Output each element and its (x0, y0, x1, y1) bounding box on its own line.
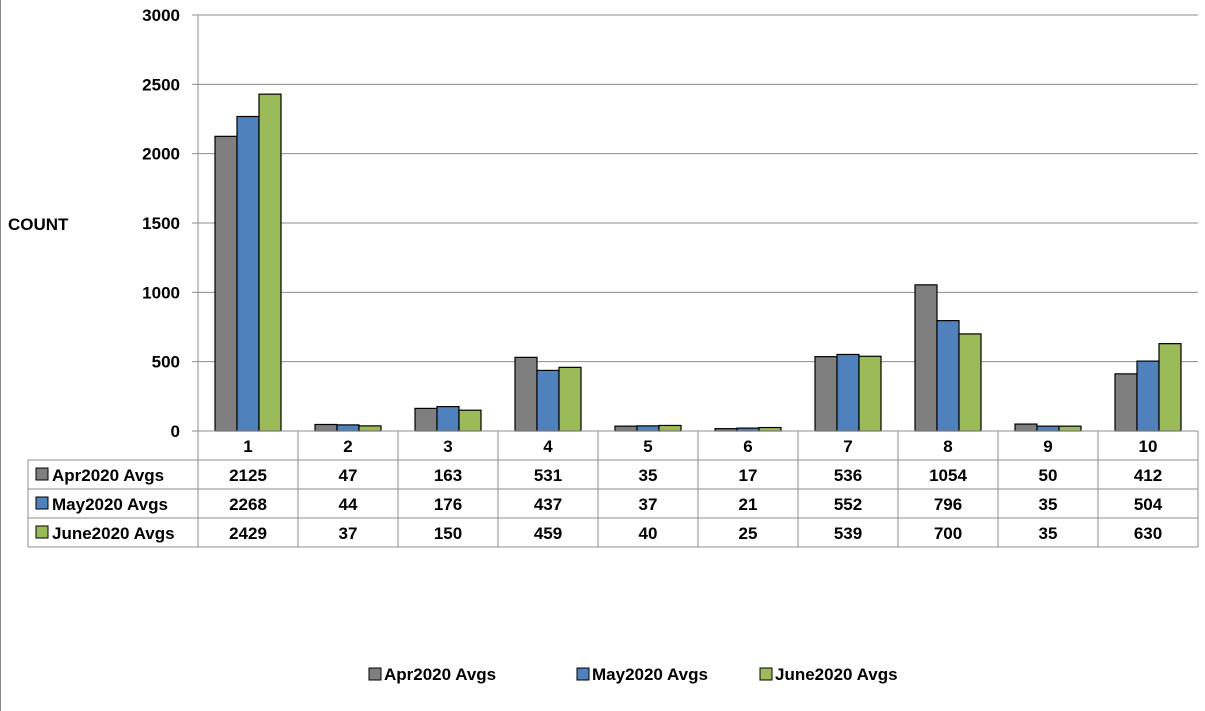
table-cell-value: 459 (534, 524, 562, 543)
bar-apr2020-avgs-cat-1 (214, 135, 238, 432)
table-cell-value: 1054 (929, 466, 967, 485)
table-cell-value: 2268 (229, 495, 267, 514)
x-category-label: 3 (443, 437, 452, 456)
x-category-label: 10 (1139, 437, 1158, 456)
bar-apr2020-avgs-cat-3 (414, 407, 438, 432)
bar-may2020-avgs-cat-5 (636, 425, 660, 432)
x-category-label: 8 (943, 437, 952, 456)
y-tick-label: 1000 (142, 283, 180, 302)
bar-may2020-avgs-cat-1 (236, 115, 260, 432)
x-category-label: 2 (343, 437, 352, 456)
y-axis-label: COUNT (8, 215, 69, 234)
table-row-label: May2020 Avgs (52, 495, 168, 514)
table-cell-value: 37 (339, 524, 358, 543)
table-cell-value: 47 (339, 466, 358, 485)
x-category-label: 5 (643, 437, 652, 456)
table-cell-value: 536 (834, 466, 862, 485)
bar-june2020-avgs-cat-1 (258, 93, 282, 432)
bar-apr2020-avgs-cat-2 (314, 423, 338, 432)
legend-label: Apr2020 Avgs (384, 665, 496, 684)
table-legend-key (35, 525, 49, 539)
bar-may2020-avgs-cat-9 (1036, 425, 1060, 432)
table-cell-value: 630 (1134, 524, 1162, 543)
legend-key (368, 667, 382, 681)
bar-june2020-avgs-cat-3 (458, 409, 482, 432)
table-cell-value: 437 (534, 495, 562, 514)
y-tick-label: 2500 (142, 75, 180, 94)
table-cell-value: 40 (639, 524, 658, 543)
bar-apr2020-avgs-cat-10 (1114, 373, 1138, 432)
bar-may2020-avgs-cat-4 (536, 369, 560, 432)
table-cell-value: 531 (534, 466, 562, 485)
y-tick-label: 0 (171, 422, 180, 441)
table-cell-value: 504 (1134, 495, 1163, 514)
bar-june2020-avgs-cat-4 (558, 366, 582, 432)
bar-may2020-avgs-cat-10 (1136, 360, 1160, 432)
table-cell-value: 50 (1039, 466, 1058, 485)
bar-june2020-avgs-cat-10 (1158, 343, 1182, 432)
table-cell-value: 539 (834, 524, 862, 543)
x-category-label: 6 (743, 437, 752, 456)
chart-frame-border (0, 0, 1, 711)
bar-apr2020-avgs-cat-7 (814, 356, 838, 432)
bar-june2020-avgs-cat-5 (658, 424, 682, 432)
legend-key (759, 667, 773, 681)
bar-apr2020-avgs-cat-4 (514, 356, 538, 432)
y-tick-label: 2000 (142, 145, 180, 164)
table-cell-value: 2429 (229, 524, 267, 543)
bar-may2020-avgs-cat-3 (436, 405, 460, 432)
table-row-label: June2020 Avgs (52, 524, 175, 543)
bar-may2020-avgs-cat-2 (336, 424, 360, 432)
legend-label: June2020 Avgs (775, 665, 898, 684)
x-category-label: 9 (1043, 437, 1052, 456)
table-cell-value: 700 (934, 524, 962, 543)
bar-june2020-avgs-cat-7 (858, 355, 882, 432)
table-legend-key (35, 467, 49, 481)
bar-june2020-avgs-cat-8 (958, 333, 982, 432)
table-cell-value: 21 (739, 495, 758, 514)
table-cell-value: 35 (1039, 495, 1058, 514)
legend-label: May2020 Avgs (592, 665, 708, 684)
table-legend-key (35, 496, 49, 510)
x-category-label: 4 (543, 437, 553, 456)
table-cell-value: 176 (434, 495, 462, 514)
table-cell-value: 44 (339, 495, 358, 514)
bar-apr2020-avgs-cat-8 (914, 284, 938, 432)
table-cell-value: 2125 (229, 466, 267, 485)
table-cell-value: 552 (834, 495, 862, 514)
table-row-label: Apr2020 Avgs (52, 466, 164, 485)
legend-key (576, 667, 590, 681)
bar-may2020-avgs-cat-7 (836, 353, 860, 432)
table-cell-value: 37 (639, 495, 658, 514)
x-category-label: 1 (243, 437, 252, 456)
x-category-label: 7 (843, 437, 852, 456)
y-tick-label: 3000 (142, 6, 180, 25)
table-cell-value: 35 (1039, 524, 1058, 543)
bar-apr2020-avgs-cat-5 (614, 425, 638, 432)
table-cell-value: 17 (739, 466, 758, 485)
table-cell-value: 25 (739, 524, 758, 543)
bar-june2020-avgs-cat-9 (1058, 425, 1082, 432)
bar-apr2020-avgs-cat-9 (1014, 423, 1038, 432)
bar-june2020-avgs-cat-2 (358, 425, 382, 432)
y-tick-label: 500 (152, 353, 180, 372)
table-cell-value: 150 (434, 524, 462, 543)
bar-june2020-avgs-cat-6 (758, 426, 782, 432)
table-cell-value: 796 (934, 495, 962, 514)
bar-may2020-avgs-cat-8 (936, 320, 960, 432)
table-cell-value: 35 (639, 466, 658, 485)
table-cell-value: 412 (1134, 466, 1162, 485)
table-cell-value: 163 (434, 466, 462, 485)
y-tick-label: 1500 (142, 214, 180, 233)
